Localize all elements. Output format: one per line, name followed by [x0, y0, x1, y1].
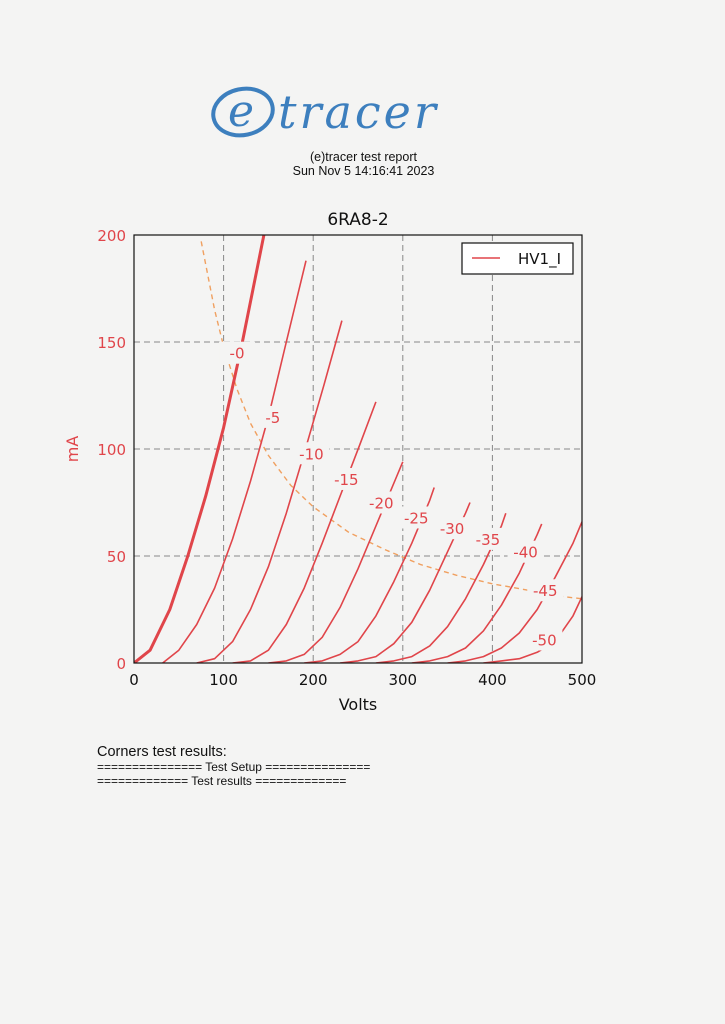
- etracer-logo: e tracer: [211, 85, 439, 139]
- curve-label-bg: [527, 579, 564, 602]
- curve-label-bg: [398, 506, 435, 529]
- legend: HV1_I: [461, 242, 574, 275]
- y-axis-label: mA: [63, 436, 82, 463]
- curve-label: -5: [265, 409, 280, 427]
- curve-label: -15: [334, 471, 359, 489]
- curve-label: -0: [230, 345, 245, 363]
- curve-label: -30: [440, 520, 465, 538]
- chart-title: 6RA8-2: [327, 210, 388, 230]
- y-tick-label: 100: [97, 441, 126, 459]
- curve-label-bg: [219, 341, 256, 364]
- test-results-line: ============= Test results =============: [97, 774, 347, 788]
- x-tick-label: 200: [299, 671, 328, 689]
- curve-label: -10: [299, 445, 324, 463]
- y-tick-label: 200: [97, 227, 126, 245]
- curve-neg50: [483, 596, 582, 663]
- report-header: (e)tracer test report Sun Nov 5 14:16:41…: [0, 150, 725, 178]
- x-tick-label: 400: [478, 671, 507, 689]
- curve-neg45: [447, 521, 582, 663]
- x-tick-label: 500: [568, 671, 597, 689]
- x-axis-label: Volts: [339, 695, 378, 714]
- x-tick-label: 0: [129, 671, 139, 689]
- curve-label: -20: [369, 495, 394, 513]
- axis-ticks: 0 100 200 300 400 500 0 50 100 150 200: [97, 227, 596, 689]
- curve-label: -45: [533, 582, 558, 600]
- test-setup-line: =============== Test Setup =============…: [97, 760, 371, 774]
- curve-label: -50: [532, 631, 557, 649]
- curve-label-bg: [507, 540, 544, 563]
- curve-label: -25: [404, 509, 429, 527]
- report-title: (e)tracer test report: [310, 150, 417, 164]
- curve-neg5: [162, 260, 307, 663]
- curve-label-bg: [526, 628, 563, 651]
- logo-e: e: [228, 86, 254, 137]
- curve-label-bg: [328, 467, 365, 490]
- legend-entry: HV1_I: [518, 250, 561, 269]
- tube-curve-chart: -0 -5 -10 -15 -20 -25 -30 -35 -40 -45 -50 0 100 200 3…: [63, 210, 596, 714]
- x-tick-label: 100: [209, 671, 238, 689]
- results-section: Corners test results: =============== Te…: [97, 744, 370, 788]
- curve-label-bg: [254, 405, 291, 428]
- y-tick-label: 0: [116, 655, 126, 673]
- logo-word: tracer: [278, 85, 439, 139]
- curve-label-bg: [469, 527, 506, 550]
- curve-label: -35: [476, 531, 501, 549]
- curve-label-bg: [293, 442, 330, 465]
- x-tick-label: 300: [388, 671, 417, 689]
- curve-label: -40: [513, 544, 538, 562]
- curve-neg15: [232, 401, 377, 663]
- curve-label-bg: [363, 491, 400, 514]
- y-tick-label: 50: [107, 548, 126, 566]
- curve-label-bg: [434, 517, 471, 540]
- curve-neg10: [196, 320, 343, 663]
- curve-labels: -0 -5 -10 -15 -20 -25 -30 -35 -40 -45 -50: [219, 341, 564, 651]
- y-tick-label: 150: [97, 334, 126, 352]
- results-title: Corners test results:: [97, 744, 227, 760]
- plot-frame: [133, 234, 583, 664]
- report-date: Sun Nov 5 14:16:41 2023: [292, 164, 435, 178]
